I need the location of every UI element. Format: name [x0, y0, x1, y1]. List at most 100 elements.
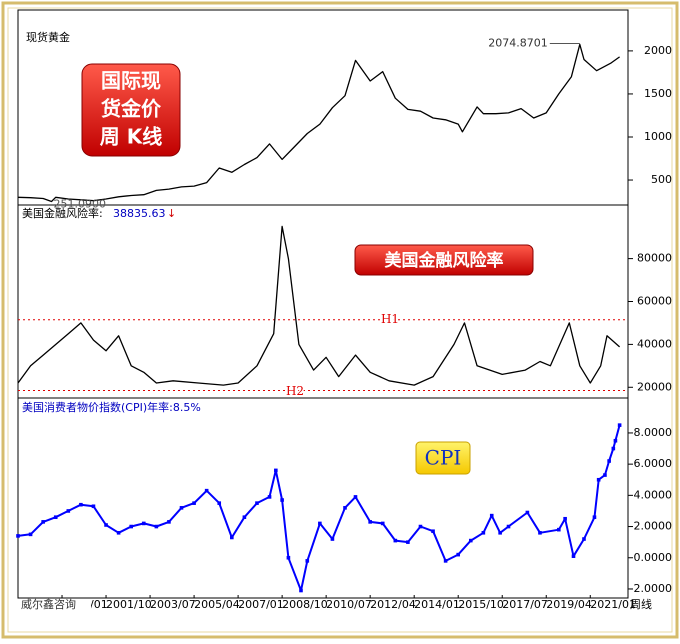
series-point — [91, 504, 96, 509]
series-point — [129, 524, 133, 529]
series-point — [468, 538, 473, 543]
badge-text: CPI — [425, 446, 462, 470]
badge — [354, 244, 534, 276]
panel-title: 美国消费者物价指数(CPI)年率:8.5% — [22, 400, 201, 414]
y-tick-label: 2.0000 — [634, 520, 673, 533]
series-point — [538, 530, 542, 535]
series-line — [17, 43, 620, 203]
x-tick-label: 2010/07 — [326, 598, 372, 611]
badge-text: 货金价 — [101, 97, 162, 121]
series-point — [353, 495, 358, 499]
series-point — [380, 521, 385, 526]
series-point — [557, 527, 561, 532]
y-tick-label: 80000 — [637, 252, 672, 265]
y-tick-label: 40000 — [637, 337, 672, 350]
y-tick-label: 1500 — [644, 87, 672, 100]
x-tick-label: 2003/07 — [150, 598, 196, 611]
series-point — [481, 530, 486, 535]
series-point — [28, 532, 33, 537]
series-point — [592, 515, 597, 519]
annotation: 2074.8701 — [488, 36, 548, 49]
series-point — [563, 516, 567, 521]
series-point — [489, 513, 494, 518]
series-point — [204, 488, 209, 493]
series-point — [104, 523, 108, 527]
series-point — [230, 535, 234, 540]
y-tick-label: 6.0000 — [634, 457, 673, 470]
series-point — [443, 559, 448, 563]
series-point — [617, 423, 622, 427]
y-tick-label: 4.0000 — [634, 488, 673, 501]
x-tick-label: 2017/07 — [502, 598, 548, 611]
y-tick-label: 8.0000 — [634, 426, 673, 439]
x-tick-label: 2015/10 — [458, 598, 504, 611]
series-point — [217, 501, 222, 505]
panel-title: 现货黄金 — [26, 30, 70, 44]
series-point — [79, 502, 83, 507]
x-tick-label: 2008/10 — [282, 598, 328, 611]
series-point — [53, 515, 58, 519]
series-point — [393, 538, 398, 543]
series-line — [17, 225, 621, 386]
series-point — [611, 446, 616, 451]
annotation: 251.0900 — [54, 197, 107, 210]
y-tick-label: 1000 — [644, 130, 672, 143]
series-point — [431, 529, 435, 534]
series-point — [66, 509, 71, 513]
series-point — [267, 495, 272, 499]
series-point — [274, 468, 278, 473]
y-tick-label: 20000 — [637, 380, 672, 393]
watermark-bg — [19, 599, 91, 612]
series-point — [582, 537, 586, 541]
x-tick-label: 2007/01 — [238, 598, 284, 611]
y-tick-label: 0.0000 — [634, 551, 673, 564]
y-tick-label: 60000 — [637, 295, 672, 308]
panel-title: 美国金融风险率: — [22, 206, 103, 220]
series-point — [571, 554, 576, 558]
series-point — [525, 510, 530, 515]
series-point — [330, 537, 335, 541]
badge-text: 美国金融风险率 — [385, 250, 504, 271]
series-point — [368, 520, 372, 524]
badge-text: 周 K线 — [100, 125, 162, 149]
x-tick-label: 2014/01 — [414, 598, 460, 611]
x-tick-label: 2005/04 — [194, 598, 240, 611]
series-point — [41, 520, 45, 524]
series-point — [613, 438, 618, 443]
series-point — [603, 473, 607, 477]
x-tick-label: 2001/10 — [106, 598, 152, 611]
series-point — [418, 524, 423, 529]
y-tick-label: -2.0000 — [630, 582, 672, 595]
series-point — [242, 515, 247, 519]
period-label: 周线 — [630, 597, 652, 611]
series-point — [498, 530, 502, 535]
latest-value: 38835.63 — [113, 207, 166, 220]
series-point — [318, 521, 322, 526]
series-point — [343, 506, 347, 510]
y-tick-label: 2000 — [644, 44, 672, 57]
series-point — [506, 524, 511, 529]
series-point — [16, 534, 20, 538]
x-tick-label: 2012/04 — [370, 598, 416, 611]
series-point — [179, 506, 184, 510]
series-point — [596, 477, 601, 482]
y-tick-label: 500 — [651, 173, 672, 186]
reference-label: H2 — [286, 384, 304, 398]
series-point — [192, 501, 196, 505]
badge-text: 国际现 — [101, 69, 161, 93]
series-point — [607, 459, 611, 463]
series-point — [456, 552, 461, 557]
series-point — [255, 501, 259, 505]
down-arrow: ↓ — [167, 207, 176, 220]
badge — [415, 441, 471, 475]
series-point — [305, 559, 310, 563]
frame-inner — [7, 7, 673, 633]
x-tick-label: 2021/01 — [590, 598, 636, 611]
x-tick-label: 2019/04 — [546, 598, 592, 611]
series-point — [116, 530, 121, 535]
series-point — [286, 555, 291, 560]
series-point — [280, 498, 284, 502]
series-point — [299, 588, 303, 593]
series-point — [167, 520, 171, 524]
